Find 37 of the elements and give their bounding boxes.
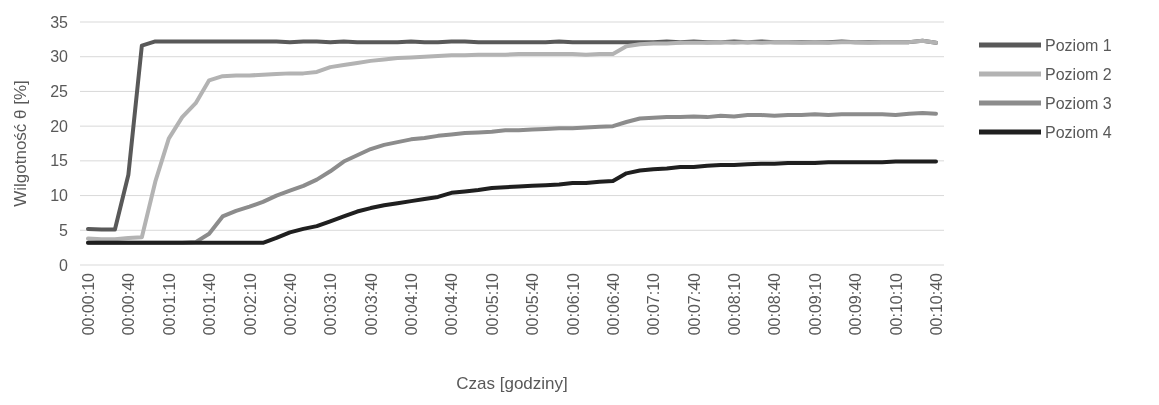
x-axis-title: Czas [godziny] bbox=[456, 374, 568, 393]
line-series bbox=[86, 159, 938, 245]
x-tick-label: 00:07:10 bbox=[645, 272, 663, 336]
x-tick-label: 00:06:10 bbox=[564, 272, 582, 336]
y-tick-label: 5 bbox=[59, 221, 69, 239]
y-axis-title: Wilgotność θ [%] bbox=[11, 80, 30, 207]
legend-label: Poziom 4 bbox=[1045, 123, 1112, 141]
x-tick-label: 00:10:10 bbox=[887, 272, 905, 336]
x-tick-label: 00:02:10 bbox=[241, 272, 259, 336]
legend-label: Poziom 1 bbox=[1045, 36, 1112, 54]
x-tick-label: 00:02:40 bbox=[281, 272, 299, 336]
x-tick-label: 00:00:10 bbox=[80, 272, 97, 336]
y-tick-label: 15 bbox=[50, 152, 69, 170]
x-tick-label: 00:05:10 bbox=[483, 272, 501, 336]
x-tick-label: 00:08:10 bbox=[726, 272, 744, 336]
x-tick-label: 00:08:40 bbox=[766, 272, 784, 336]
y-tick-label: 20 bbox=[50, 117, 69, 135]
x-tick-label: 00:07:40 bbox=[685, 272, 703, 336]
y-tick-label: 25 bbox=[50, 83, 69, 101]
x-tick-label: 00:03:10 bbox=[322, 272, 340, 336]
x-tick-label: 00:09:40 bbox=[847, 272, 865, 336]
x-tick-label: 00:03:40 bbox=[362, 272, 380, 336]
legend-label: Poziom 3 bbox=[1045, 94, 1112, 112]
x-tick-label: 00:09:10 bbox=[806, 272, 824, 336]
y-tick-label: 0 bbox=[59, 256, 69, 274]
y-tick-label: 10 bbox=[50, 187, 69, 205]
legend-label: Poziom 2 bbox=[1045, 65, 1112, 83]
x-tick-label: 00:04:40 bbox=[443, 272, 461, 336]
x-tick-label: 00:05:40 bbox=[524, 272, 542, 336]
y-tick-label: 30 bbox=[50, 48, 69, 66]
x-tick-label: 00:00:40 bbox=[120, 272, 138, 336]
x-tick-label: 00:04:10 bbox=[403, 272, 421, 336]
x-tick-label: 00:01:40 bbox=[201, 272, 219, 336]
x-tick-label: 00:10:40 bbox=[928, 272, 945, 336]
y-tick-label: 35 bbox=[50, 13, 69, 31]
x-tick-label: 00:01:10 bbox=[160, 272, 178, 336]
x-tick-label: 00:06:40 bbox=[604, 272, 622, 336]
